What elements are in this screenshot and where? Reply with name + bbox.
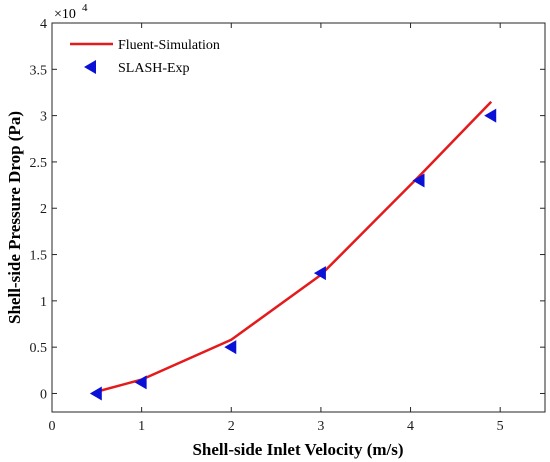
- experiment-point: [313, 266, 326, 281]
- legend-triangle-swatch: [84, 60, 96, 74]
- experiment-point: [484, 108, 497, 123]
- y-tick-label: 2: [40, 202, 47, 217]
- x-tick-label: 1: [138, 419, 145, 434]
- experiment-point: [89, 386, 102, 401]
- y-tick-label: 2.5: [30, 156, 48, 171]
- x-axis-ticks: 0 1 2 3 4 5: [49, 23, 504, 434]
- y-tick-label: 1.5: [30, 249, 48, 264]
- experiment-point: [224, 340, 237, 355]
- y-tick-label: 3: [40, 110, 47, 125]
- experiment-point: [134, 375, 147, 390]
- y-tick-label: 0.5: [30, 341, 48, 356]
- y-axis-ticks: 0 0.5 1 1.5 2 2.5 3 3.5 4: [30, 17, 545, 402]
- y-tick-label: 4: [40, 17, 47, 32]
- x-tick-label: 2: [228, 419, 235, 434]
- legend: Fluent-Simulation SLASH-Exp: [70, 38, 220, 76]
- series-layer: [89, 100, 497, 401]
- x-tick-label: 5: [497, 419, 504, 434]
- y-multiplier: ×10 4: [54, 2, 88, 22]
- x-tick-label: 0: [49, 419, 56, 434]
- y-axis-title: Shell-side Pressure Drop (Pa): [5, 111, 24, 324]
- y-multiplier-exponent: 4: [82, 2, 88, 14]
- experiment-point: [412, 173, 425, 188]
- simulation-line: [96, 100, 493, 393]
- legend-label-simulation: Fluent-Simulation: [118, 38, 220, 53]
- x-tick-label: 4: [407, 419, 414, 434]
- x-tick-label: 3: [317, 419, 324, 434]
- y-multiplier-base: ×10: [54, 7, 76, 22]
- plot-area: [51, 22, 546, 413]
- y-tick-label: 1: [40, 295, 47, 310]
- y-tick-label: 3.5: [30, 63, 48, 78]
- legend-label-experiment: SLASH-Exp: [118, 61, 190, 76]
- y-tick-label: 0: [40, 387, 47, 402]
- x-axis-title: Shell-side Inlet Velocity (m/s): [192, 440, 403, 459]
